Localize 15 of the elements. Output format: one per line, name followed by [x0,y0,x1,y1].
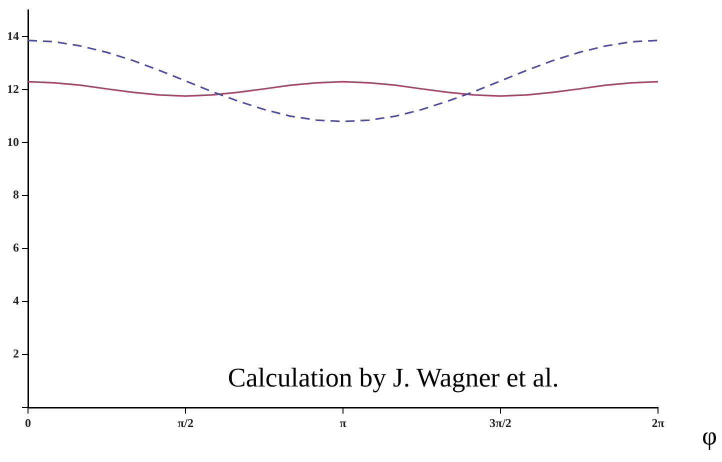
y-tick-label: 8 [13,188,19,202]
x-tick-label: 0 [25,416,31,430]
y-tick-label: 12 [7,82,19,96]
y-tick-label: 10 [7,134,19,149]
line-series [28,40,658,122]
x-tick-label: 3π/2 [490,416,512,430]
y-tick-label: 6 [13,240,19,255]
x-axis-title: φ [702,421,718,450]
annotation: Calculation by J. Wagner et al. [228,362,559,393]
x-tick-label: 2π [652,416,665,430]
y-tick-label: 2 [13,346,19,361]
y-tick-label: 14 [7,28,19,43]
x-tick-label: π/2 [178,416,194,430]
y-tick-label: 4 [13,294,19,308]
x-tick-label: π [340,416,347,430]
